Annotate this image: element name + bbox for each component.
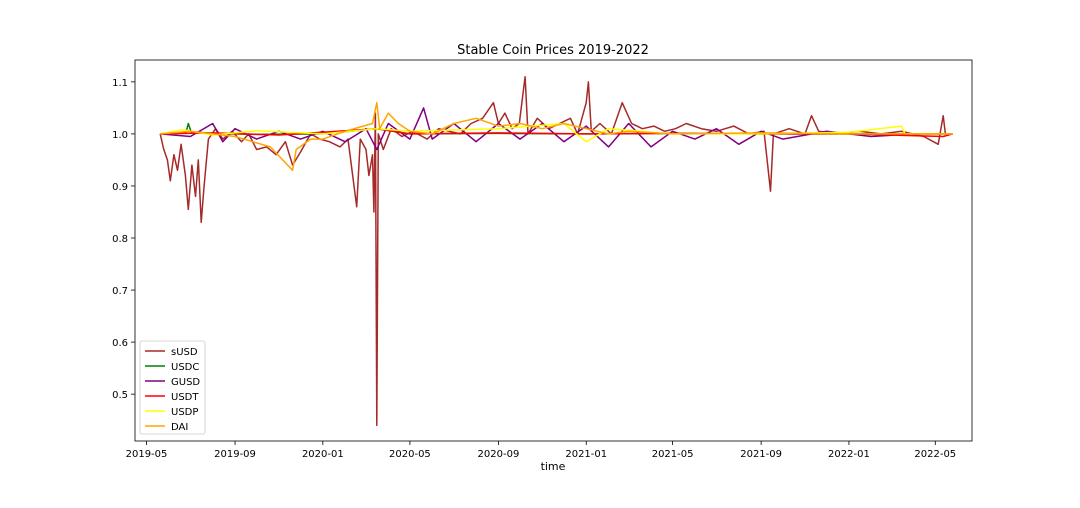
- y-tick-label: 0.5: [112, 390, 128, 401]
- x-tick-label: 2020-01: [302, 449, 344, 460]
- series-line-dai: [160, 101, 953, 172]
- x-tick-label: 2020-09: [478, 449, 520, 460]
- chart-title: Stable Coin Prices 2019-2022: [457, 43, 649, 58]
- x-tick-label: 2022-05: [914, 449, 956, 460]
- y-tick-label: 1.0: [112, 130, 128, 141]
- legend-label-dai: DAI: [171, 422, 188, 433]
- legend-label-susd: sUSD: [171, 347, 198, 358]
- x-tick-label: 2019-05: [126, 449, 168, 460]
- y-tick-label: 1.1: [112, 78, 128, 89]
- y-tick-label: 0.9: [112, 182, 128, 193]
- legend: sUSD USDC GUSD USDT USDP DAI: [139, 340, 206, 435]
- x-tick-label: 2022-01: [828, 449, 870, 460]
- y-tick-label: 0.6: [112, 338, 128, 349]
- x-tick-label: 2020-05: [389, 449, 431, 460]
- x-axis-label: time: [541, 460, 566, 473]
- y-axis: 0.5 0.6 0.7 0.8 0.9 1.0 1.1: [112, 78, 135, 401]
- y-tick-label: 0.7: [112, 286, 128, 297]
- legend-label-usdp: USDP: [171, 407, 198, 418]
- x-tick-label: 2021-01: [565, 449, 607, 460]
- plot-area: [134, 59, 973, 442]
- x-tick-label: 2019-09: [214, 449, 256, 460]
- x-axis: 2019-05 2019-09 2020-01 2020-05 2020-09 2021-…: [126, 441, 956, 460]
- y-tick-label: 0.8: [112, 234, 128, 245]
- plot-frame: [134, 59, 973, 442]
- legend-label-gusd: GUSD: [171, 377, 200, 388]
- legend-label-usdt: USDT: [171, 392, 199, 403]
- x-tick-label: 2021-09: [740, 449, 782, 460]
- x-tick-label: 2021-05: [652, 449, 694, 460]
- plot-background: [135, 60, 972, 441]
- legend-label-usdc: USDC: [171, 362, 199, 373]
